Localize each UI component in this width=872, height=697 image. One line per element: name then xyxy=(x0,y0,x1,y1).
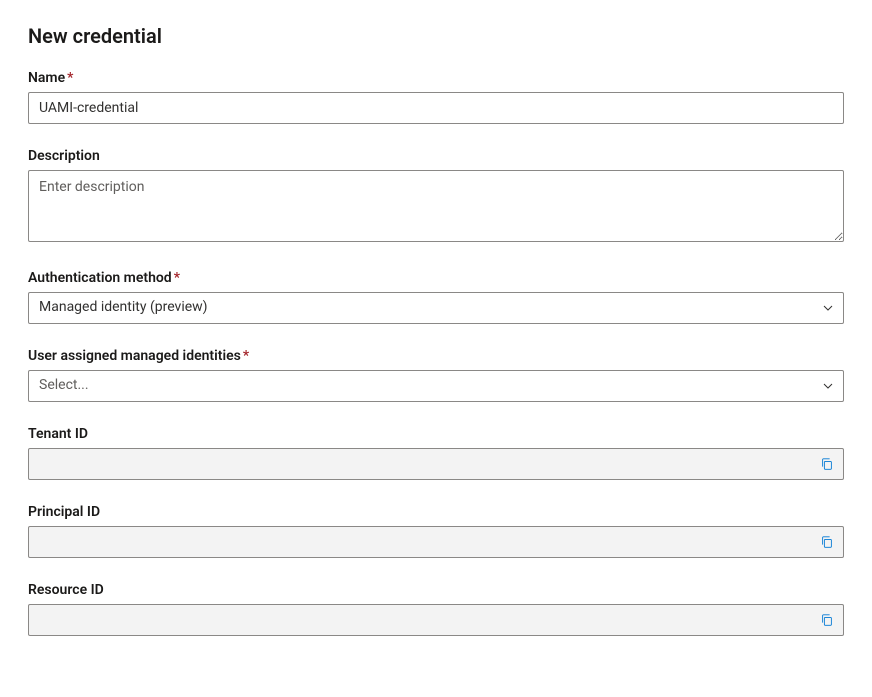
uami-field: User assigned managed identities* Select… xyxy=(28,348,844,402)
resource-id-label-text: Resource ID xyxy=(28,582,104,598)
tenant-id-label-text: Tenant ID xyxy=(28,426,88,442)
uami-required-indicator: * xyxy=(243,348,249,364)
tenant-id-wrapper xyxy=(28,448,844,480)
name-input[interactable] xyxy=(28,92,844,124)
auth-method-label: Authentication method* xyxy=(28,270,844,286)
tenant-id-field: Tenant ID xyxy=(28,426,844,480)
principal-id-label: Principal ID xyxy=(28,504,844,520)
auth-method-field: Authentication method* Managed identity … xyxy=(28,270,844,324)
principal-id-field: Principal ID xyxy=(28,504,844,558)
principal-id-input xyxy=(28,526,844,558)
copy-icon xyxy=(820,535,834,549)
description-input[interactable] xyxy=(28,170,844,242)
description-field: Description xyxy=(28,148,844,246)
name-required-indicator: * xyxy=(67,70,73,86)
uami-select[interactable]: Select... xyxy=(28,370,844,402)
auth-method-select-wrapper: Managed identity (preview) xyxy=(28,292,844,324)
auth-method-label-text: Authentication method xyxy=(28,270,172,286)
resource-id-label: Resource ID xyxy=(28,582,844,598)
description-label-text: Description xyxy=(28,148,100,164)
page-title: New credential xyxy=(28,24,844,48)
auth-method-select[interactable]: Managed identity (preview) xyxy=(28,292,844,324)
description-label: Description xyxy=(28,148,844,164)
principal-id-label-text: Principal ID xyxy=(28,504,100,520)
principal-id-copy-button[interactable] xyxy=(816,531,838,553)
uami-label: User assigned managed identities* xyxy=(28,348,844,364)
resource-id-wrapper xyxy=(28,604,844,636)
name-label: Name* xyxy=(28,70,844,86)
tenant-id-copy-button[interactable] xyxy=(816,453,838,475)
resource-id-field: Resource ID xyxy=(28,582,844,636)
copy-icon xyxy=(820,613,834,627)
auth-method-required-indicator: * xyxy=(174,270,180,286)
uami-select-wrapper: Select... xyxy=(28,370,844,402)
resource-id-input xyxy=(28,604,844,636)
principal-id-wrapper xyxy=(28,526,844,558)
tenant-id-input xyxy=(28,448,844,480)
tenant-id-label: Tenant ID xyxy=(28,426,844,442)
name-label-text: Name xyxy=(28,70,65,86)
name-field: Name* xyxy=(28,70,844,124)
copy-icon xyxy=(820,457,834,471)
uami-label-text: User assigned managed identities xyxy=(28,348,241,364)
resource-id-copy-button[interactable] xyxy=(816,609,838,631)
